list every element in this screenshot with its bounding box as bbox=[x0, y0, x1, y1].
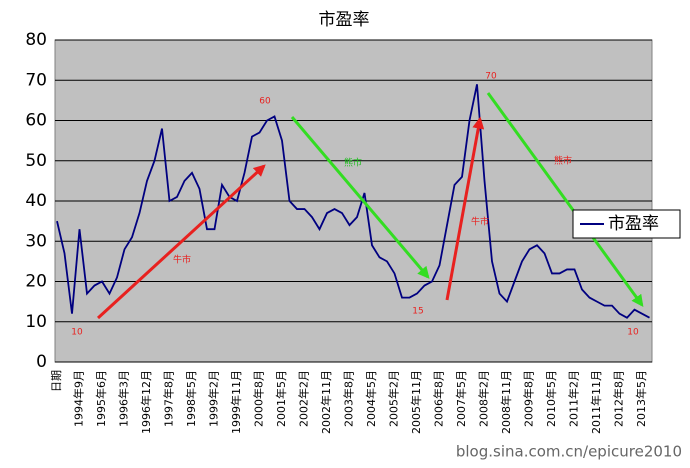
grid bbox=[55, 39, 652, 363]
x-tick-label: 日期 bbox=[50, 370, 63, 392]
watermark: blog.sina.com.cn/epicure2010 bbox=[456, 443, 682, 461]
annotation: 熊市 bbox=[344, 157, 362, 169]
x-tick-label: 2003年8月 bbox=[342, 370, 356, 427]
x-tick-label: 1994年9月 bbox=[72, 370, 86, 427]
x-tick-label: 2013年5月 bbox=[634, 370, 648, 427]
legend-label: 市盈率 bbox=[608, 214, 659, 234]
x-tick-label: 1999年11月 bbox=[229, 370, 243, 434]
x-tick-label: 2011年2月 bbox=[567, 370, 581, 427]
x-tick-label: 1998年5月 bbox=[184, 370, 198, 427]
annotation: 10 bbox=[627, 328, 639, 338]
x-tick-label: 2011年11月 bbox=[589, 370, 603, 434]
x-tick-label: 2006年8月 bbox=[432, 370, 446, 427]
x-tick-label: 2005年11月 bbox=[409, 370, 423, 434]
x-tick-label: 2005年2月 bbox=[387, 370, 401, 427]
x-tick-label: 2008年11月 bbox=[499, 370, 513, 434]
arrow bbox=[290, 116, 430, 279]
x-tick-label: 2000年8月 bbox=[252, 370, 266, 427]
x-tick-label: 2008年2月 bbox=[477, 370, 491, 427]
x-tick-label: 2001年5月 bbox=[274, 370, 288, 427]
x-tick-label: 2012年8月 bbox=[612, 370, 626, 427]
x-tick-label: 1996年12月 bbox=[139, 370, 153, 434]
y-tick-label: 70 bbox=[25, 70, 47, 90]
x-tick-label: 1995年6月 bbox=[94, 370, 108, 427]
x-tick-label: 1997年8月 bbox=[162, 370, 176, 427]
line bbox=[56, 84, 650, 319]
x-tick-label: 2004年5月 bbox=[364, 370, 378, 427]
x-tick-label: 1999年2月 bbox=[207, 370, 221, 427]
series bbox=[56, 84, 650, 319]
y-tick-label: 20 bbox=[25, 272, 47, 292]
arrow bbox=[96, 164, 266, 320]
x-tick-label: 1996年3月 bbox=[117, 370, 131, 427]
y-tick-label: 80 bbox=[25, 30, 47, 50]
chart-title: 市盈率 bbox=[319, 10, 370, 30]
annotation: 熊市 bbox=[554, 155, 572, 167]
y-tick-label: 50 bbox=[25, 151, 47, 171]
x-tick-label: 2010年5月 bbox=[544, 370, 558, 427]
annotation: 10 bbox=[71, 328, 83, 338]
arrows bbox=[96, 92, 644, 320]
annotation: 70 bbox=[485, 72, 497, 82]
arrow bbox=[445, 116, 485, 301]
x-tick-label: 2002年11月 bbox=[319, 370, 333, 434]
y-tick-label: 40 bbox=[25, 191, 47, 211]
annotation: 60 bbox=[259, 97, 271, 107]
y-tick-label: 0 bbox=[36, 352, 47, 372]
y-tick-label: 10 bbox=[25, 312, 47, 332]
y-tick-label: 30 bbox=[25, 231, 47, 251]
x-tick-label: 2009年8月 bbox=[522, 370, 536, 427]
x-tick-label: 2002年2月 bbox=[297, 370, 311, 427]
annotation: 牛市 bbox=[471, 216, 489, 228]
annotation: 15 bbox=[412, 307, 423, 317]
x-tick-label: 2007年5月 bbox=[454, 370, 468, 427]
arrow bbox=[486, 92, 644, 307]
y-tick-label: 60 bbox=[25, 111, 47, 131]
annotation: 牛市 bbox=[173, 254, 191, 266]
